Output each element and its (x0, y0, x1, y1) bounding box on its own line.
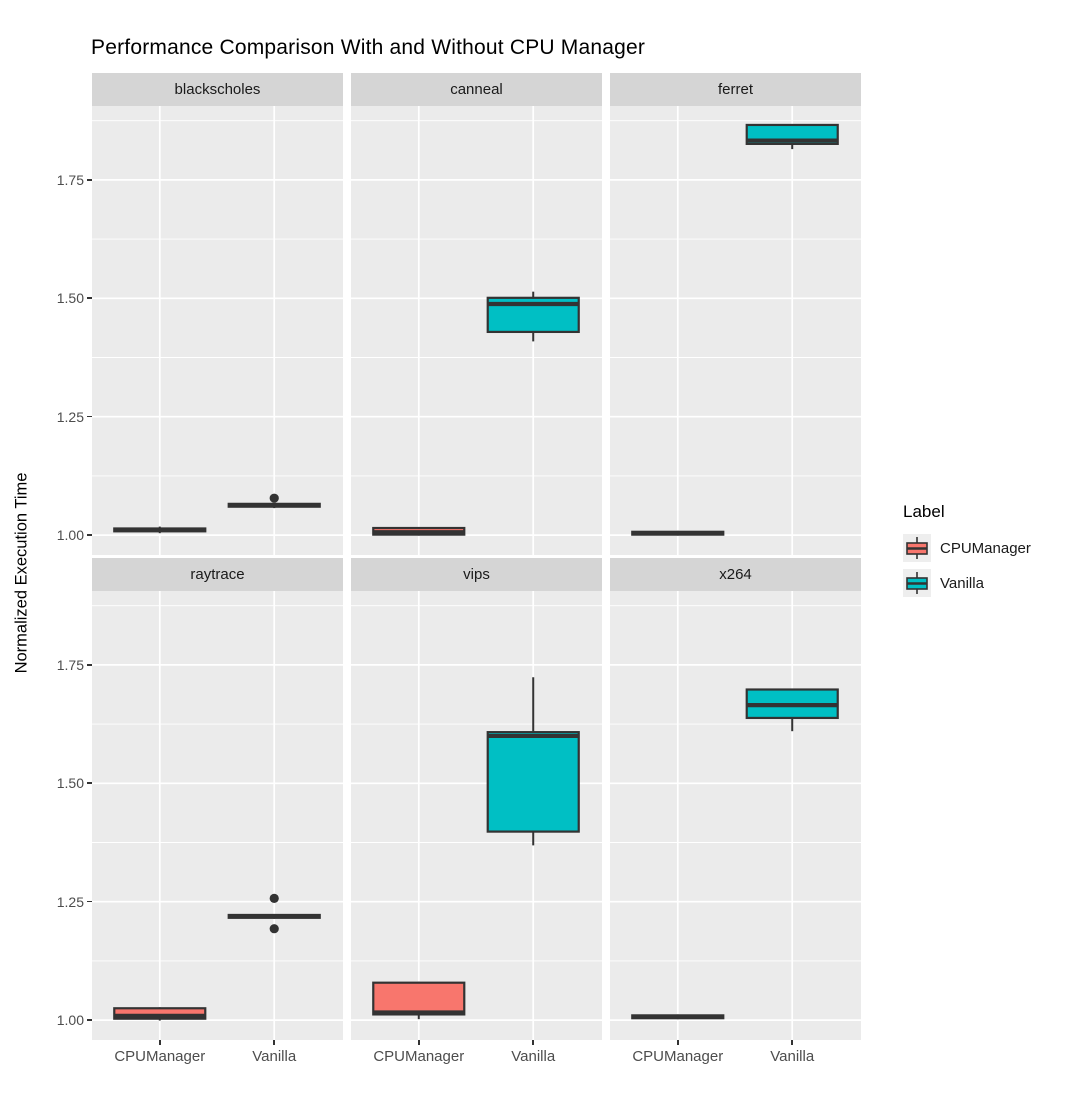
x-tick-label-Vanilla: Vanilla (511, 1048, 556, 1065)
facet-plot-blackscholes (92, 106, 343, 555)
y-tick-mark (87, 782, 92, 785)
facet-strip-raytrace: raytrace (92, 558, 343, 591)
outlier-point-Vanilla (269, 893, 279, 903)
chart-title: Performance Comparison With and Without … (91, 36, 646, 59)
y-tick-label: 1.00 (56, 527, 84, 544)
facet-strip-vips: vips (351, 558, 602, 591)
x-tick-label-CPUManager: CPUManager (373, 1048, 465, 1065)
y-tick-mark (87, 179, 92, 181)
y-tick-label: 1.25 (56, 893, 84, 910)
x-tick-label-CPUManager: CPUManager (632, 1048, 724, 1065)
legend-items: CPUManager Vanilla (903, 534, 1031, 597)
x-tick-mark (532, 1040, 535, 1045)
y-tick-mark (87, 900, 92, 903)
x-tick-mark (676, 1040, 679, 1045)
facet-panel-x264 (610, 591, 861, 1040)
facet-panel-blackscholes (92, 106, 343, 555)
x-tick-mark (158, 1040, 161, 1045)
x-tick-mark (791, 1040, 794, 1045)
x-tick-label-CPUManager: CPUManager (114, 1048, 206, 1065)
y-tick-label: 1.50 (56, 290, 84, 307)
facet-panel-ferret (610, 106, 861, 555)
y-tick-label: 1.25 (56, 408, 84, 425)
legend: Label CPUManager Vanilla (903, 502, 1031, 604)
facet-plot-raytrace (92, 591, 343, 1040)
x-tick-mark (273, 1040, 276, 1045)
legend-item-CPUManager: CPUManager (903, 534, 1031, 562)
facet-panel-canneal (351, 106, 602, 555)
box-CPUManager (113, 1007, 207, 1020)
y-tick-mark (87, 534, 92, 536)
legend-key-CPUManager (903, 534, 931, 562)
facet-panel-raytrace (92, 591, 343, 1040)
legend-item-label: Vanilla (940, 574, 984, 592)
facet-plot-ferret (610, 106, 861, 555)
y-tick-mark (87, 664, 92, 666)
outlier-point-Vanilla (269, 493, 279, 503)
facet-strip-x264: x264 (610, 558, 861, 591)
x-tick-mark (417, 1040, 420, 1045)
y-tick-label: 1.75 (56, 171, 84, 188)
outlier-point-Vanilla (269, 924, 279, 934)
y-tick-label: 1.50 (56, 775, 84, 792)
y-tick-label: 1.75 (56, 656, 84, 673)
x-tick-label-Vanilla: Vanilla (770, 1048, 815, 1065)
x-tick-label-Vanilla: Vanilla (252, 1048, 297, 1065)
facet-panel-vips (351, 591, 602, 1040)
box-Vanilla (486, 731, 580, 833)
y-tick-mark (87, 1019, 92, 1021)
facet-strip-ferret: ferret (610, 73, 861, 106)
y-tick-mark (87, 297, 92, 300)
facet-strip-blackscholes: blackscholes (92, 73, 343, 106)
legend-title: Label (903, 502, 945, 521)
y-tick-label: 1.00 (56, 1012, 84, 1029)
facet-plot-x264 (610, 591, 861, 1040)
legend-item-label: CPUManager (940, 539, 1031, 557)
facet-plot-canneal (351, 106, 602, 555)
legend-key-Vanilla (903, 569, 931, 597)
facet-plot-vips (351, 591, 602, 1040)
box-CPUManager (372, 981, 466, 1016)
facet-strip-canneal: canneal (351, 73, 602, 106)
legend-item-Vanilla: Vanilla (903, 569, 1031, 597)
y-tick-mark (87, 415, 92, 418)
